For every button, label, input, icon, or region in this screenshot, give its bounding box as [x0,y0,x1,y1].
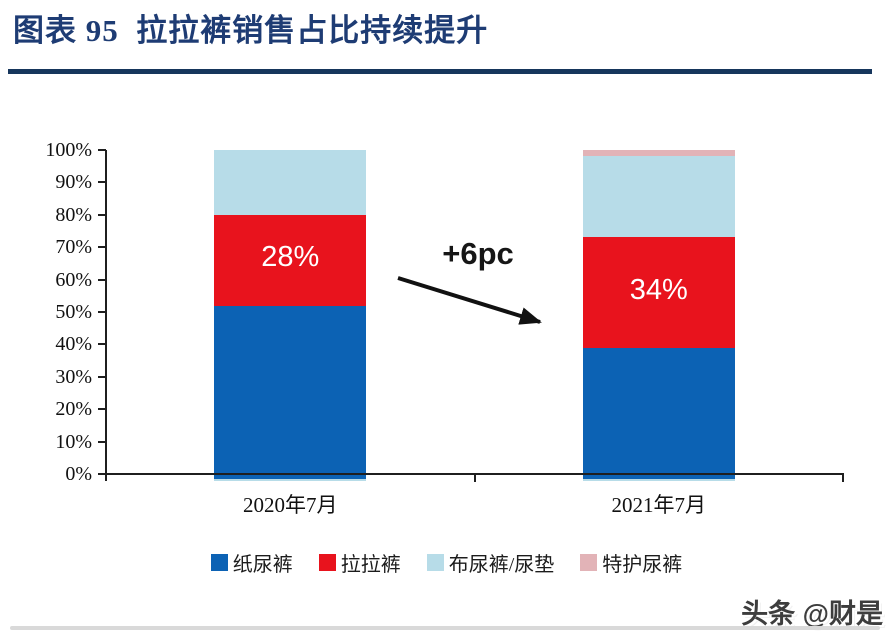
y-tick-label: 30% [55,365,92,388]
x-tick [473,474,476,482]
bar-base-edge [214,479,367,481]
watermark: 头条 @财是 [741,599,883,629]
title-rule [8,69,872,74]
legend-item: 纸尿裤 [210,548,293,577]
bar-segment-1 [214,150,367,215]
legend-item: 特护尿裤 [580,548,682,577]
bar-segment-2: 34% [582,237,735,348]
bar-base-edge [582,479,735,481]
legend-swatch-icon [426,554,444,571]
legend-label: 布尿裤/尿垫 [448,554,555,576]
bar-segment-2 [582,347,735,479]
legend-swatch-icon [318,554,336,571]
y-tick-label: 20% [55,398,92,421]
y-axis [105,150,107,481]
y-tick-label: 70% [55,236,92,259]
y-tick-label: 0% [65,463,92,485]
y-tick [98,408,106,411]
y-tick [98,149,106,151]
y-tick-label: 10% [55,430,92,453]
x-tick [842,474,844,482]
legend-swatch-icon [580,554,598,571]
y-tick [98,343,106,346]
y-tick [98,181,106,184]
legend-label: 特护尿裤 [602,554,683,576]
legend: 纸尿裤 拉拉裤 布尿裤/尿垫 特护尿裤 [0,548,893,577]
y-tick [98,375,106,378]
bar-segment-label: 28% [261,241,320,274]
y-tick-label: 40% [55,333,92,356]
legend-item: 布尿裤/尿垫 [426,548,555,577]
annotation-text: +6pc [442,236,514,271]
figure-title: 图表 95 拉拉裤销售占比持续提升 [13,13,489,48]
bar-segment-2 [582,150,735,157]
y-tick [98,278,106,281]
category-label: 2021年7月 [611,493,707,517]
y-tick [98,311,106,313]
y-tick [98,213,106,216]
bottom-divider [10,626,880,630]
y-tick-label: 50% [55,301,92,323]
y-tick [98,440,106,443]
y-tick-label: 90% [55,171,92,194]
legend-swatch-icon [210,554,228,571]
x-axis [99,473,844,475]
bar-segment-2 [582,156,735,238]
bar-segment-1 [214,305,367,479]
bar-segment-label: 34% [629,273,688,306]
legend-label: 纸尿裤 [232,554,293,576]
y-tick-label: 100% [45,139,92,161]
category-label: 2020年7月 [243,493,338,517]
y-tick-label: 60% [55,268,92,291]
y-tick-label: 80% [55,203,92,226]
bar-segment-1: 28% [214,214,367,306]
y-tick [98,246,106,249]
legend-label: 拉拉裤 [340,554,401,576]
legend-item: 拉拉裤 [318,548,401,577]
trend-arrow-icon [397,276,542,325]
